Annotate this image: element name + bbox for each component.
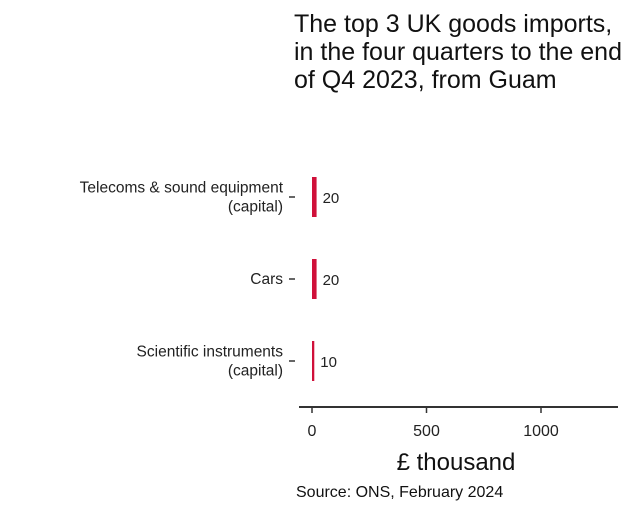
data-label: 10: [320, 354, 337, 371]
bar: [312, 177, 317, 217]
category-label: Cars: [250, 271, 283, 288]
x-tick-label: 1000: [523, 423, 559, 440]
category-label: Scientific instruments: [137, 344, 284, 361]
x-tick-label: 0: [308, 423, 317, 440]
x-axis-title: £ thousand: [397, 449, 516, 476]
category-label: (capital): [228, 199, 283, 216]
source-note: Source: ONS, February 2024: [296, 484, 504, 501]
x-axis: 0 500 1000: [299, 406, 618, 440]
category-label: Telecoms & sound equipment: [80, 180, 284, 197]
chart-title: The top 3 UK goods imports, in the four …: [294, 10, 622, 94]
bar: [312, 341, 315, 381]
bar: [312, 259, 317, 299]
bars-group: 20 20 10: [312, 177, 339, 381]
x-tick-label: 500: [413, 423, 440, 440]
category-label: (capital): [228, 363, 283, 380]
data-label: 20: [323, 190, 340, 207]
data-label: 20: [323, 272, 340, 289]
category-labels: Telecoms & sound equipment (capital) Cars S…: [80, 180, 295, 380]
